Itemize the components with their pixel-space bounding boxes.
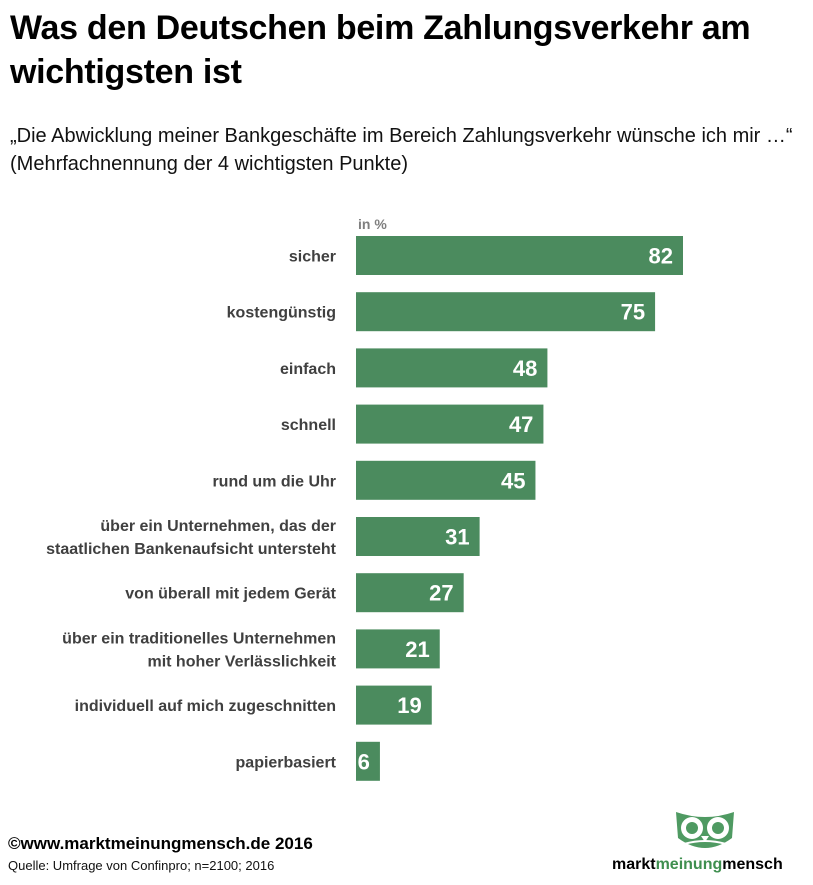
category-label-5-line-0: über ein Unternehmen, das der <box>100 518 336 535</box>
copyright-text: ©www.marktmeinungmensch.de 2016 <box>8 834 313 853</box>
bar-6 <box>356 573 464 613</box>
category-label-8: individuell auf mich zugeschnitten <box>75 698 336 715</box>
bar-chart: 82 sicher 75 kostengünstig 48 einfach 47 schnel… <box>46 236 683 781</box>
value-label-4: 45 <box>501 468 525 493</box>
bar-0 <box>356 236 683 275</box>
category-label-5-line-1: staatlichen Bankenaufsicht untersteht <box>46 541 337 558</box>
bar-3 <box>356 404 544 444</box>
bar-9 <box>356 741 380 781</box>
owl-icon <box>676 812 734 848</box>
unit-label: in % <box>358 216 387 232</box>
category-label-9-line-0: papierbasiert <box>236 754 337 771</box>
category-label-3-line-0: schnell <box>281 417 336 434</box>
logo-wordmark: marktmeinungmensch <box>612 856 783 874</box>
bar-7 <box>356 629 440 669</box>
bar-1 <box>356 292 656 332</box>
chart-title: Was den Deutschen beim Zahlungsverkehr a… <box>10 9 751 91</box>
category-label-3: schnell <box>281 417 336 434</box>
value-label-0: 82 <box>649 244 673 269</box>
source-text: Quelle: Umfrage von Confinpro; n=2100; 2… <box>8 858 275 873</box>
value-label-6: 27 <box>429 581 453 606</box>
category-label-9: papierbasiert <box>236 754 337 771</box>
category-label-0-line-0: sicher <box>289 249 336 266</box>
category-label-4-line-0: rund um die Uhr <box>212 473 336 490</box>
category-label-4: rund um die Uhr <box>212 473 336 490</box>
category-label-6: von überall mit jedem Gerät <box>125 586 336 603</box>
category-label-6-line-0: von überall mit jedem Gerät <box>125 586 336 603</box>
logo-part-2: meinung <box>655 856 723 873</box>
value-label-1: 75 <box>621 300 645 325</box>
value-label-5: 31 <box>445 525 469 550</box>
value-label-8: 19 <box>397 693 421 718</box>
chart-subtitle: „Die Abwicklung meiner Bankgeschäfte im … <box>10 125 793 175</box>
bar-4 <box>356 460 536 500</box>
category-label-0: sicher <box>289 249 336 266</box>
category-label-2-line-0: einfach <box>280 361 336 378</box>
category-label-5: über ein Unternehmen, das der staatlichen… <box>46 518 337 558</box>
value-label-3: 47 <box>509 412 533 437</box>
brand-logo: marktmeinungmensch <box>612 808 808 882</box>
category-label-1: kostengünstig <box>227 305 336 322</box>
bar-2 <box>356 348 548 388</box>
value-label-2: 48 <box>513 356 537 381</box>
value-label-7: 21 <box>405 637 429 662</box>
category-label-2: einfach <box>280 361 336 378</box>
logo-part-3: mensch <box>722 856 783 873</box>
category-label-8-line-0: individuell auf mich zugeschnitten <box>75 698 336 715</box>
bar-5 <box>356 517 480 556</box>
logo-part-1: markt <box>612 856 656 873</box>
category-label-7-line-0: über ein traditionelles Unternehmen <box>62 630 336 647</box>
category-label-1-line-0: kostengünstig <box>227 305 336 322</box>
value-label-9: 6 <box>358 749 370 774</box>
bar-8 <box>356 685 432 725</box>
category-label-7: über ein traditionelles Unternehmen mit h… <box>62 630 336 670</box>
category-label-7-line-1: mit hoher Verlässlichkeit <box>147 653 336 670</box>
